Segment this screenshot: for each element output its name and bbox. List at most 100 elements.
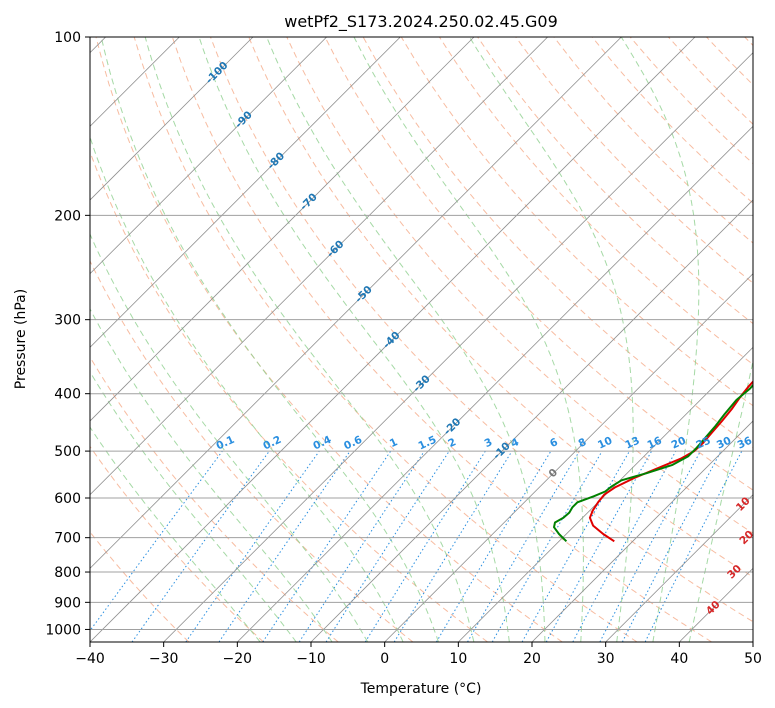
mixing-ratio-line — [572, 450, 677, 642]
dry-adiabat-line — [668, 37, 753, 125]
x-tick-label: −20 — [223, 651, 253, 667]
y-tick-label: 300 — [54, 313, 81, 329]
isotherm-line — [90, 37, 548, 496]
mixing-ratio-line — [185, 450, 320, 642]
moist-adiabat-line — [90, 308, 333, 642]
dry-adiabat-line — [90, 356, 339, 642]
isotherm-line — [90, 37, 327, 275]
mixing-ratio-label: 10 — [596, 435, 614, 452]
sounding-traces — [553, 380, 753, 543]
dewpoint-trace — [553, 383, 753, 543]
isotherm-line — [90, 37, 254, 201]
x-tick-label: 40 — [670, 651, 688, 667]
dry-adiabat-line — [133, 37, 638, 642]
y-tick-label: 600 — [54, 491, 81, 507]
moist-adiabat-label: 30 — [725, 563, 744, 582]
isobar-gridlines — [90, 37, 753, 630]
mixing-ratio-label: 36 — [736, 435, 754, 452]
mixing-ratio-label: 0.2 — [261, 434, 283, 453]
y-tick-label: 800 — [54, 565, 81, 581]
mixing-ratio-line — [262, 450, 392, 642]
isotherm-line — [458, 346, 753, 642]
mixing-ratio-line — [435, 450, 552, 642]
isotherm-line — [384, 273, 753, 642]
mixing-ratio-line — [599, 450, 701, 642]
y-tick-label: 100 — [54, 30, 81, 46]
chart-title: wetPf2_S173.2024.250.02.45.G09 — [284, 12, 558, 32]
y-tick-label: 700 — [54, 531, 81, 547]
moist-adiabat-line — [100, 37, 439, 642]
mixing-ratio-label: 1.5 — [416, 434, 438, 453]
isotherm-line — [90, 37, 475, 422]
mixing-ratio-line — [545, 450, 653, 642]
dry-adiabat-line — [90, 150, 488, 642]
mixing-ratio-label: 6 — [548, 436, 560, 450]
y-tick-label: 500 — [54, 444, 81, 460]
dry-adiabat-line — [95, 37, 563, 642]
moist-adiabat-line — [353, 37, 584, 642]
plot-frame — [89, 36, 754, 643]
mixing-ratio-line — [298, 450, 425, 642]
dry-adiabat-lines — [90, 37, 753, 642]
isotherm-line — [679, 567, 753, 642]
mixing-ratio-label: 30 — [715, 435, 733, 452]
y-tick-label: 200 — [54, 208, 81, 224]
mixing-ratio-line — [90, 450, 223, 632]
isotherm-line — [310, 199, 753, 642]
mixing-ratio-label: 1 — [388, 436, 400, 450]
x-tick-label: 10 — [449, 651, 467, 667]
dry-adiabat-line — [171, 37, 712, 642]
isotherm-line — [90, 37, 696, 642]
x-axis-label: Temperature (°C) — [360, 681, 482, 697]
isotherm-line — [90, 37, 622, 569]
line-labels: -100-90-80-70-60-50-40-30-20-1000.1 0.2 0.… — [203, 59, 754, 617]
temperature-trace — [588, 380, 753, 543]
y-tick-label: 400 — [54, 387, 81, 403]
mixing-ratio-label: 4 — [509, 436, 521, 450]
y-axis-ticks: 100 200 300 400 500 600 700 800 900 1000 — [45, 30, 90, 638]
x-tick-label: 20 — [523, 651, 541, 667]
dry-adiabat-line — [90, 445, 264, 642]
isotherm-line — [90, 37, 401, 348]
x-tick-label: −10 — [296, 651, 326, 667]
mixing-ratio-line — [325, 450, 450, 642]
moist-adiabat-lines — [90, 37, 753, 642]
y-tick-label: 1000 — [45, 622, 81, 638]
dry-adiabat-line — [324, 37, 753, 491]
mixing-ratio-lines — [90, 450, 743, 642]
mixing-ratio-label: 16 — [645, 435, 663, 452]
mixing-ratio-label: 0.1 — [214, 434, 236, 453]
isotherm-line — [163, 52, 753, 642]
y-tick-label: 900 — [54, 595, 81, 611]
mixing-ratio-label: 20 — [670, 435, 688, 452]
moist-adiabat-line — [90, 135, 404, 642]
dry-adiabat-line — [591, 37, 753, 204]
isotherm-lines — [90, 37, 753, 642]
dry-adiabat-line — [515, 37, 753, 284]
moist-adiabat-line — [198, 37, 510, 642]
moist-adiabat-line — [620, 37, 700, 642]
dry-adiabat-line — [210, 37, 753, 623]
mixing-ratio-label: 0.6 — [342, 434, 364, 453]
x-tick-label: 0 — [380, 651, 389, 667]
isotherm-line — [237, 125, 753, 642]
mixing-ratio-line — [131, 450, 270, 642]
mixing-ratio-line — [364, 450, 486, 642]
x-axis-ticks: −40 −30 −20 −10 0 10 20 30 40 50 — [75, 642, 762, 667]
moist-adiabat-line — [688, 358, 753, 642]
mixing-ratio-line — [218, 450, 351, 642]
moist-adiabat-line — [469, 37, 634, 642]
moist-adiabat-line — [266, 37, 546, 642]
x-tick-label: −30 — [149, 651, 179, 667]
dry-adiabat-line — [90, 259, 414, 642]
dry-adiabat-line — [553, 37, 753, 244]
dry-adiabat-line — [744, 37, 753, 47]
plot-area: -100-90-80-70-60-50-40-30-20-1000.1 0.2 0.… — [90, 37, 754, 642]
x-tick-label: −40 — [75, 651, 105, 667]
mixing-ratio-label: 25 — [694, 435, 712, 452]
moist-adiabat-line — [90, 426, 261, 642]
y-axis-label: Pressure (hPa) — [13, 289, 29, 389]
moist-adiabat-line — [90, 232, 369, 642]
mixing-ratio-label: 8 — [577, 436, 589, 450]
